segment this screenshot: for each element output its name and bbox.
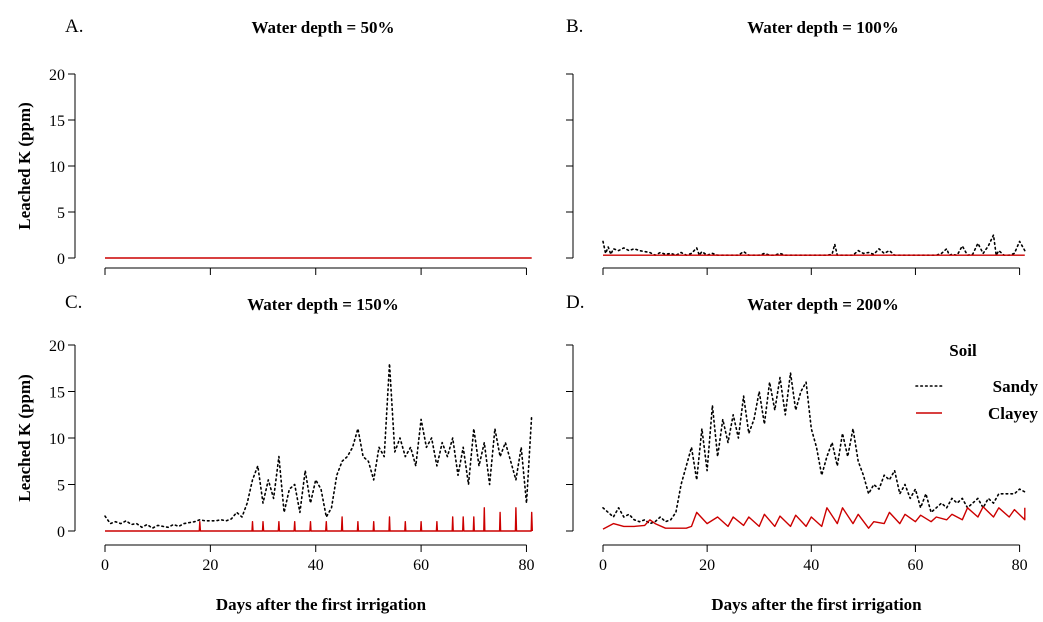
- x-tick-label: 0: [599, 557, 607, 574]
- x-tick-label: 80: [1012, 557, 1028, 574]
- x-axis-title: Days after the first irrigation: [711, 595, 922, 614]
- y-tick-label: 10: [49, 159, 65, 176]
- panel-label: A.: [65, 16, 83, 37]
- panel-b: B. Water depth = 100%: [566, 16, 1026, 275]
- panel-title: Water depth = 150%: [247, 295, 399, 314]
- legend-title: Soil: [949, 341, 977, 360]
- x-axis-title: Days after the first irrigation: [216, 595, 427, 614]
- series-line-clayey: [602, 506, 1026, 530]
- x-tick-label: 60: [413, 557, 429, 574]
- series-line-sandy: [602, 234, 1026, 256]
- y-axis-title: Leached K (ppm): [15, 374, 34, 502]
- x-tick-label: 20: [202, 557, 218, 574]
- y-axis-title: Leached K (ppm): [15, 102, 34, 230]
- y-tick-label: 20: [49, 67, 65, 84]
- y-tick-label: 15: [49, 113, 65, 130]
- legend-label-sandy: Sandy: [993, 377, 1039, 396]
- panel-d: D. Water depth = 200% 0 20 40 60 80 Days after …: [566, 292, 1038, 614]
- panel-a: A. Water depth = 50% 0 5 10 15 20 Leached K (pp…: [15, 16, 532, 275]
- legend: Soil Sandy Clayey: [915, 341, 1039, 423]
- panel-title: Water depth = 200%: [747, 295, 899, 314]
- panel-label: B.: [566, 16, 583, 37]
- x-tick-label: 60: [907, 557, 923, 574]
- legend-label-clayey: Clayey: [988, 404, 1039, 423]
- panel-title: Water depth = 50%: [251, 18, 394, 37]
- x-tick-label: 0: [101, 557, 109, 574]
- y-tick-label: 5: [57, 205, 65, 222]
- series-line-sandy: [602, 372, 1026, 525]
- x-tick-label: 40: [308, 557, 324, 574]
- y-tick-label: 5: [57, 478, 65, 495]
- y-tick-label: 10: [49, 431, 65, 448]
- x-tick-label: 40: [803, 557, 819, 574]
- y-tick-label: 0: [57, 251, 65, 268]
- panel-label: D.: [566, 292, 584, 313]
- series-line-clayey: [105, 507, 533, 532]
- panel-label: C.: [65, 292, 82, 313]
- y-tick-label: 20: [49, 338, 65, 355]
- panel-title: Water depth = 100%: [747, 18, 899, 37]
- y-tick-label: 0: [57, 524, 65, 541]
- x-tick-label: 20: [699, 557, 715, 574]
- y-tick-label: 15: [49, 385, 65, 402]
- series-line-sandy: [104, 362, 533, 529]
- x-tick-label: 80: [518, 557, 534, 574]
- panel-c: C. Water depth = 150% 0 5 10 15 20 0 20 40 60 80 Lea…: [15, 292, 534, 614]
